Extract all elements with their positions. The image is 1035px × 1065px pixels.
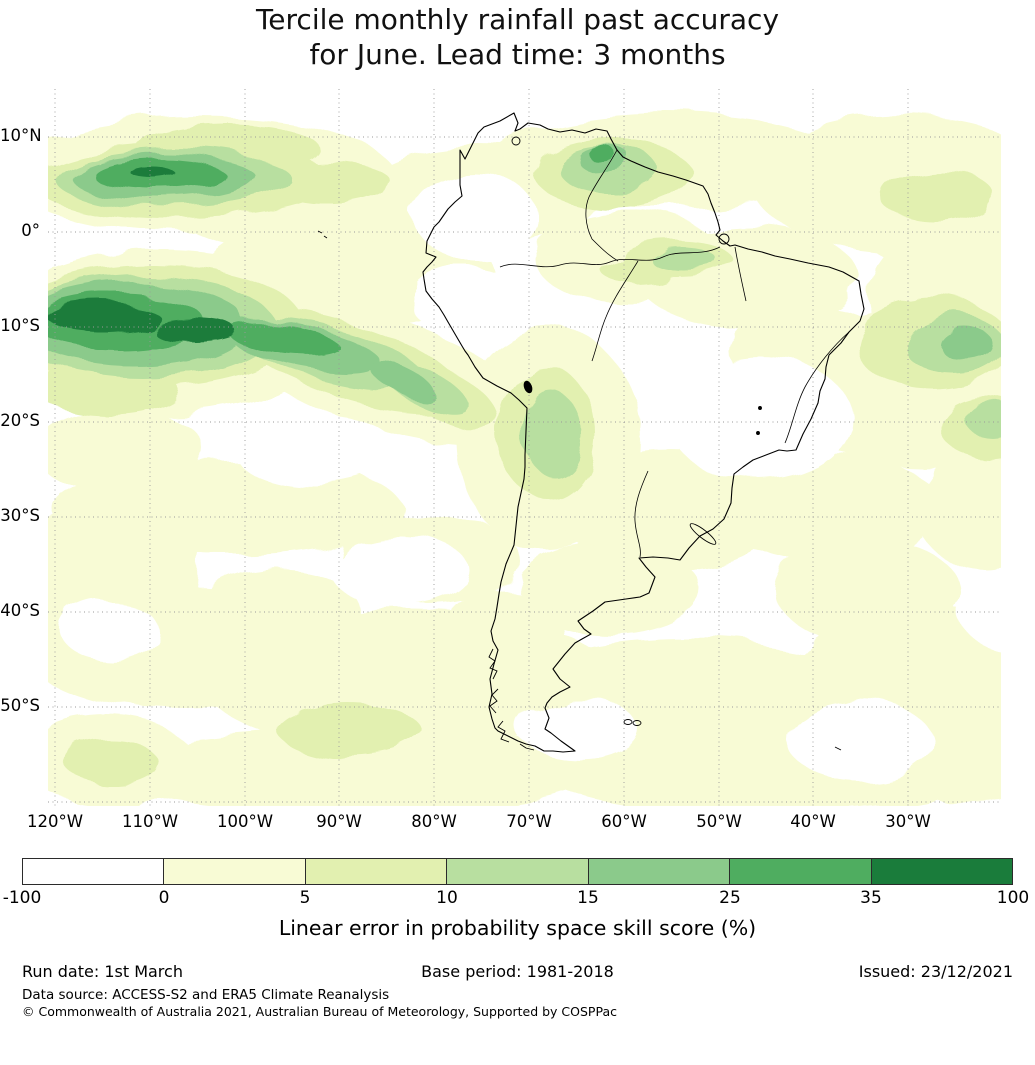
y-axis-label: 40°S	[0, 601, 40, 620]
y-axis-label: 10°N	[0, 126, 42, 145]
lakes-islands	[317, 136, 842, 751]
x-axis-label: 100°W	[216, 812, 274, 831]
map-canvas	[0, 89, 1035, 815]
colorbar-segment	[304, 859, 447, 884]
colorbar-label: Linear error in probability space skill …	[278, 916, 757, 940]
map-plot	[0, 89, 1035, 815]
colorbar-segment	[23, 859, 164, 884]
colorbar-tick: 5	[299, 888, 311, 908]
colorbar-tick: 10	[436, 888, 458, 908]
x-axis-label: 30°W	[885, 812, 931, 831]
colorbar-tick: 0	[158, 888, 170, 908]
rivers	[499, 149, 850, 558]
run-date: Run date: 1st March	[22, 962, 183, 981]
x-axis-label: 40°W	[790, 812, 836, 831]
colorbar-segment	[446, 859, 588, 884]
y-axis-label: 20°S	[0, 411, 40, 430]
colorbar-tick: 15	[577, 888, 599, 908]
x-axis-label: 110°W	[121, 812, 179, 831]
x-axis-label: 70°W	[506, 812, 552, 831]
copyright-notice: © Commonwealth of Australia 2021, Austra…	[22, 1004, 617, 1019]
y-axis-label: 30°S	[0, 506, 40, 525]
colorbar-tick: 100	[996, 888, 1030, 908]
colorbar-tick: 35	[860, 888, 882, 908]
y-axis-label: 0°	[21, 221, 40, 240]
x-axis-label: 80°W	[411, 812, 457, 831]
colorbar-tick: -100	[2, 888, 42, 908]
base-period: Base period: 1981-2018	[421, 962, 614, 981]
y-axis-label: 10°S	[0, 316, 40, 335]
colorbar-segment	[870, 859, 1012, 884]
colorbar-tick: 25	[719, 888, 741, 908]
colorbar-segment	[587, 859, 730, 884]
colorbar-segment	[729, 859, 871, 884]
chart-title-line2: for June. Lead time: 3 months	[309, 38, 726, 71]
data-source: Data source: ACCESS-S2 and ERA5 Climate …	[22, 987, 390, 1003]
issued-date: Issued: 23/12/2021	[858, 962, 1013, 981]
skill-score-field	[0, 113, 1035, 815]
x-axis-label: 120°W	[26, 812, 84, 831]
chart-title-line1: Tercile monthly rainfall past accuracy	[255, 3, 780, 36]
x-axis-label: 60°W	[601, 812, 647, 831]
y-axis-label: 50°S	[0, 696, 40, 715]
x-axis-label: 50°W	[696, 812, 742, 831]
colorbar	[22, 858, 1013, 885]
x-axis-label: 90°W	[316, 812, 362, 831]
colorbar-segment	[163, 859, 305, 884]
coastline	[422, 112, 865, 753]
chart-title: Tercile monthly rainfall past accuracy f…	[0, 2, 1035, 72]
